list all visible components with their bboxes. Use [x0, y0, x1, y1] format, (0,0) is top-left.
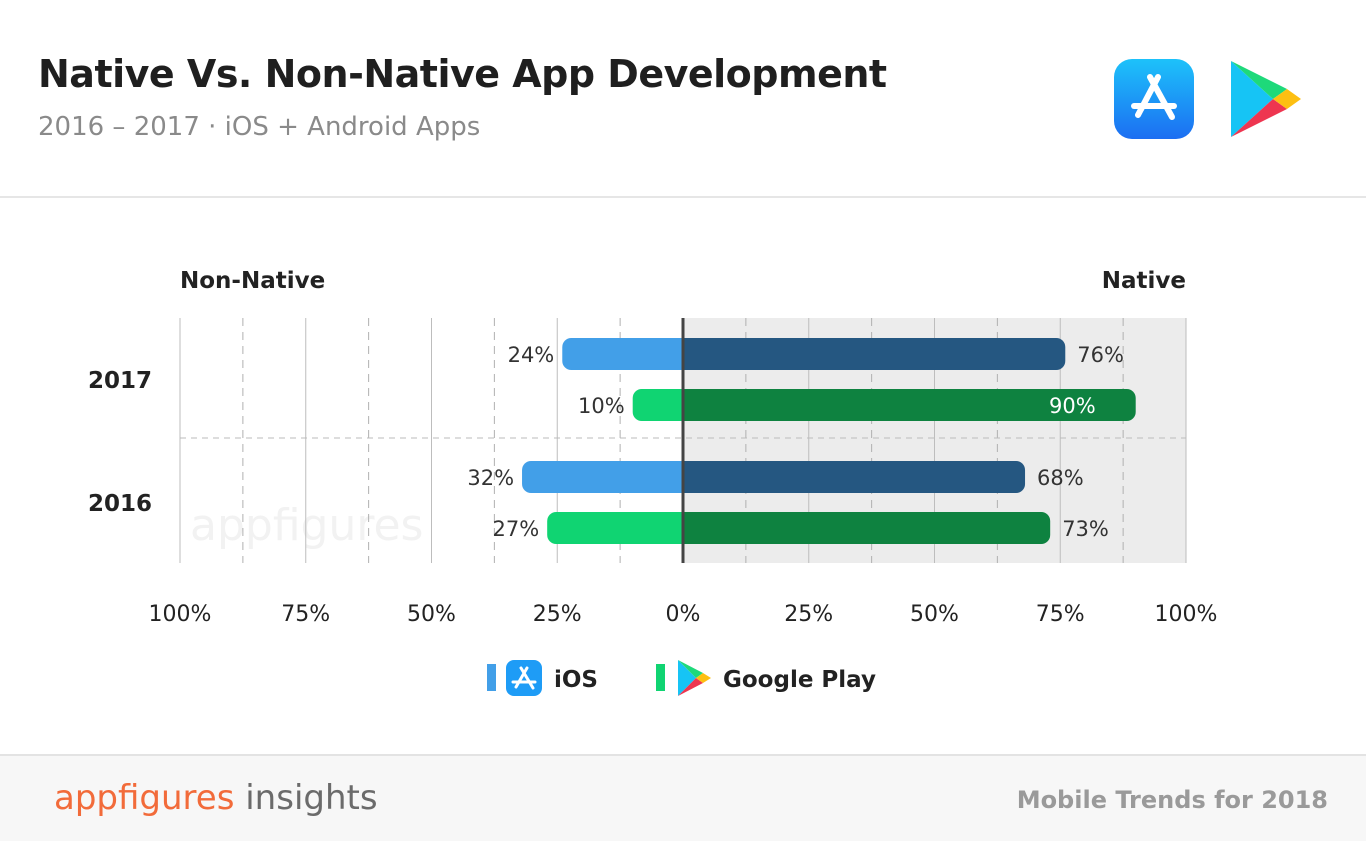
category-label: 2016 [88, 491, 152, 517]
legend-swatch [656, 664, 665, 691]
bar-non-native [562, 338, 693, 370]
data-label-non-native: 27% [493, 517, 540, 541]
bar-non-native [547, 512, 693, 544]
bar-non-native [522, 461, 693, 493]
legend-swatch [487, 664, 496, 691]
bar-native [683, 389, 1136, 421]
app-store-icon [1114, 59, 1194, 139]
legend-label: Google Play [723, 667, 876, 693]
legend-google-play-green [678, 660, 703, 678]
x-tick-label: 75% [281, 602, 330, 627]
header-divider [0, 196, 1366, 198]
x-tick-label: 50% [910, 602, 959, 627]
bar-native [683, 338, 1066, 370]
data-label-native: 73% [1062, 517, 1109, 541]
page-subtitle: 2016 – 2017 · iOS + Android Apps [38, 112, 481, 142]
data-label-native: 68% [1037, 466, 1084, 490]
bar-non-native [632, 389, 693, 421]
native-label: Native [1102, 268, 1186, 294]
data-label-native: 90% [1049, 394, 1096, 418]
legend-google-play-icon [678, 660, 696, 696]
bar-native [683, 512, 1051, 544]
x-tick-label: 25% [533, 602, 582, 627]
bar-native-joint [683, 512, 695, 544]
bar-native-joint [683, 389, 695, 421]
footer: appfigures insights Mobile Trends for 20… [0, 754, 1366, 841]
page-title: Native Vs. Non-Native App Development [38, 52, 887, 96]
x-tick-label: 25% [784, 602, 833, 627]
legend-google-play-red [678, 678, 703, 696]
watermark: appfigures [190, 500, 423, 551]
x-tick-label: 0% [666, 602, 701, 627]
x-tick-label: 75% [1036, 602, 1085, 627]
x-tick-label: 100% [1155, 602, 1218, 627]
data-label-non-native: 24% [508, 343, 555, 367]
legend-google-play-yellow [696, 673, 711, 683]
legend-app-store-icon [506, 660, 542, 696]
data-label-non-native: 10% [578, 394, 625, 418]
chart: appfigures Non-Native Native 2017 24% 76% 10% 9… [88, 268, 1218, 696]
bar-native-joint [683, 461, 695, 493]
legend-app-store-glyph [511, 666, 537, 690]
google-play-icon [1231, 61, 1301, 137]
bar-native [683, 461, 1026, 493]
data-label-native: 76% [1077, 343, 1124, 367]
category-label: 2017 [88, 368, 152, 394]
x-tick-label: 50% [407, 602, 456, 627]
legend-label: iOS [554, 667, 598, 693]
data-label-non-native: 32% [467, 466, 514, 490]
x-tick-label: 100% [149, 602, 212, 627]
brand-logo: appfigures insights [54, 778, 378, 818]
footer-caption: Mobile Trends for 2018 [1016, 786, 1328, 814]
bar-native-joint [683, 338, 695, 370]
non-native-label: Non-Native [180, 268, 325, 294]
